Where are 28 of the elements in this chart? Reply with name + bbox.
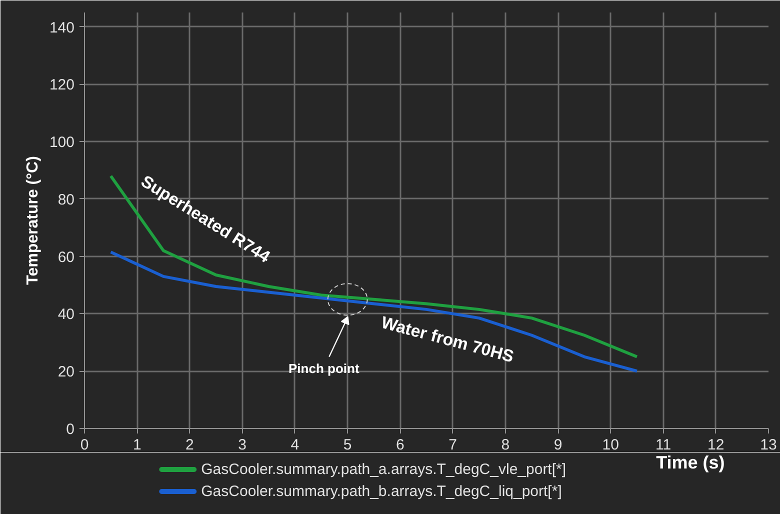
y-tick-label: 140 [49, 19, 75, 36]
y-tick-label: 0 [66, 421, 74, 438]
x-axis-title: Time (s) [656, 452, 725, 472]
x-tick-label: 3 [238, 436, 247, 454]
x-tick-label: 12 [708, 436, 724, 454]
y-tick-label: 120 [49, 76, 75, 94]
y-axis-title: Temperature (°C) [24, 156, 42, 285]
legend-label: GasCooler.summary.path_a.arrays.T_degC_vle_port[*] [201, 461, 566, 478]
annotation: Water from 70HS [379, 312, 516, 366]
x-tick-label: 6 [396, 436, 404, 454]
x-tick-label: 2 [186, 436, 194, 454]
x-tick-label: 8 [501, 436, 510, 454]
y-tick-label: 80 [58, 191, 75, 208]
y-tick-label: 40 [58, 306, 75, 324]
x-tick-label: 7 [448, 436, 457, 454]
y-tick-label: 100 [49, 134, 75, 152]
x-tick-label: 4 [290, 436, 300, 454]
x-tick-label: 13 [760, 436, 777, 454]
legend-label: GasCooler.summary.path_b.arrays.T_degC_liq_port[*] [201, 483, 562, 500]
y-tick-label: 20 [58, 364, 75, 381]
annotation: Pinch point [288, 360, 360, 376]
x-tick-label: 9 [554, 436, 562, 454]
x-tick-label: 0 [80, 436, 89, 454]
x-tick-label: 11 [655, 436, 672, 454]
x-tick-label: 5 [343, 436, 352, 454]
x-tick-label: 10 [602, 436, 619, 454]
x-tick-label: 1 [132, 436, 142, 454]
y-tick-label: 60 [58, 248, 75, 266]
